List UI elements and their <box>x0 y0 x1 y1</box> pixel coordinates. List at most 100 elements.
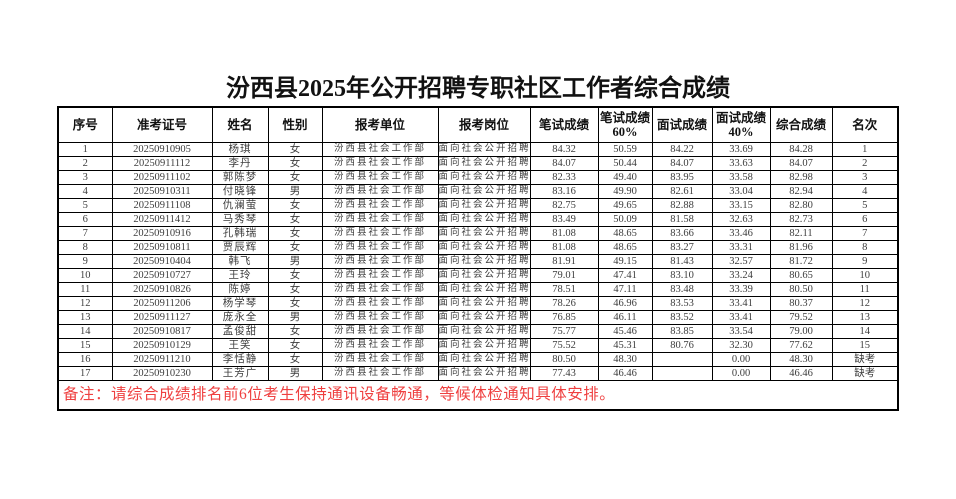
cell-position: 面向社会公开招聘 <box>437 198 531 213</box>
cell-name: 杨琪 <box>211 142 269 157</box>
table-row: 7 20250910916 孔韩瑞女汾西县社会工作部 面向社会公开招聘 81.08 48.… <box>57 226 899 241</box>
cell-unit: 汾西县社会工作部 <box>321 324 439 339</box>
cell-name: 王笑 <box>211 338 269 353</box>
cell-position: 面向社会公开招聘 <box>437 366 531 381</box>
cell-ticket-number: 20250911210 <box>111 352 213 367</box>
cell-rank: 5 <box>831 198 899 213</box>
table-row: 14 20250910817 孟俊甜女汾西县社会工作部 面向社会公开招聘 75.77 45… <box>57 324 899 339</box>
cell-name: 孟俊甜 <box>211 324 269 339</box>
table-row: 16 20250911210 李恬静女汾西县社会工作部 面向社会公开招聘 80.50 48… <box>57 352 899 367</box>
cell-interview-score: 84.22 <box>651 142 713 157</box>
cell-rank: 2 <box>831 156 899 171</box>
cell-seq: 13 <box>57 310 113 325</box>
cell-name: 李丹 <box>211 156 269 171</box>
cell-interview-score: 81.58 <box>651 212 713 227</box>
cell-rank: 8 <box>831 240 899 255</box>
cell-name: 马秀琴 <box>211 212 269 227</box>
cell-written-score-60: 48.65 <box>597 240 653 255</box>
cell-interview-score: 83.85 <box>651 324 713 339</box>
cell-comprehensive-score: 80.37 <box>769 296 833 311</box>
cell-comprehensive-score: 81.96 <box>769 240 833 255</box>
cell-comprehensive-score: 46.46 <box>769 366 833 381</box>
cell-rank: 1 <box>831 142 899 157</box>
cell-interview-score-40: 33.54 <box>711 324 771 339</box>
cell-written-score-60: 49.90 <box>597 184 653 199</box>
cell-name: 庞永全 <box>211 310 269 325</box>
cell-ticket-number: 20250911127 <box>111 310 213 325</box>
cell-interview-score <box>651 366 713 381</box>
cell-interview-score-40: 33.41 <box>711 296 771 311</box>
cell-name: 杨学琴 <box>211 296 269 311</box>
header-seq: 序号 <box>57 106 113 143</box>
cell-written-score: 84.32 <box>529 142 599 157</box>
cell-interview-score-40: 33.41 <box>711 310 771 325</box>
cell-rank: 缺考 <box>831 352 899 367</box>
cell-interview-score: 83.52 <box>651 310 713 325</box>
cell-position: 面向社会公开招聘 <box>437 240 531 255</box>
cell-interview-score: 83.66 <box>651 226 713 241</box>
table-row: 13 20250911127 庞永全男汾西县社会工作部 面向社会公开招聘 76.85 46… <box>57 310 899 325</box>
cell-ticket-number: 20250910129 <box>111 338 213 353</box>
cell-gender: 女 <box>267 156 323 171</box>
header-name: 姓名 <box>211 106 269 143</box>
cell-comprehensive-score: 84.07 <box>769 156 833 171</box>
table-row: 2 20250911112 李丹女汾西县社会工作部 面向社会公开招聘 84.07 50.4… <box>57 156 899 171</box>
cell-unit: 汾西县社会工作部 <box>321 254 439 269</box>
cell-position: 面向社会公开招聘 <box>437 142 531 157</box>
cell-unit: 汾西县社会工作部 <box>321 338 439 353</box>
cell-written-score: 76.85 <box>529 310 599 325</box>
cell-seq: 17 <box>57 366 113 381</box>
cell-gender: 女 <box>267 212 323 227</box>
cell-comprehensive-score: 48.30 <box>769 352 833 367</box>
cell-interview-score: 84.07 <box>651 156 713 171</box>
cell-comprehensive-score: 82.94 <box>769 184 833 199</box>
table-row: 15 20250910129 王笑女汾西县社会工作部 面向社会公开招聘 75.52 45.… <box>57 338 899 353</box>
cell-interview-score-40: 32.57 <box>711 254 771 269</box>
cell-name: 郭陈梦 <box>211 170 269 185</box>
cell-seq: 3 <box>57 170 113 185</box>
cell-interview-score <box>651 352 713 367</box>
cell-interview-score-40: 33.58 <box>711 170 771 185</box>
cell-name: 陈婷 <box>211 282 269 297</box>
cell-comprehensive-score: 77.62 <box>769 338 833 353</box>
cell-rank: 12 <box>831 296 899 311</box>
cell-unit: 汾西县社会工作部 <box>321 282 439 297</box>
cell-position: 面向社会公开招聘 <box>437 226 531 241</box>
cell-interview-score-40: 0.00 <box>711 366 771 381</box>
cell-written-score-60: 45.31 <box>597 338 653 353</box>
header-gender: 性别 <box>267 106 323 143</box>
cell-interview-score-40: 33.04 <box>711 184 771 199</box>
cell-position: 面向社会公开招聘 <box>437 170 531 185</box>
cell-seq: 14 <box>57 324 113 339</box>
cell-interview-score-40: 33.15 <box>711 198 771 213</box>
cell-ticket-number: 20250911102 <box>111 170 213 185</box>
cell-unit: 汾西县社会工作部 <box>321 212 439 227</box>
cell-position: 面向社会公开招聘 <box>437 212 531 227</box>
cell-interview-score: 82.88 <box>651 198 713 213</box>
cell-unit: 汾西县社会工作部 <box>321 240 439 255</box>
cell-comprehensive-score: 82.73 <box>769 212 833 227</box>
cell-unit: 汾西县社会工作部 <box>321 184 439 199</box>
cell-written-score: 78.51 <box>529 282 599 297</box>
header-comprehensive-score: 综合成绩 <box>769 106 833 143</box>
cell-written-score: 83.49 <box>529 212 599 227</box>
cell-written-score-60: 48.65 <box>597 226 653 241</box>
cell-ticket-number: 20250911206 <box>111 296 213 311</box>
cell-unit: 汾西县社会工作部 <box>321 366 439 381</box>
cell-name: 王芳广 <box>211 366 269 381</box>
header-interview-score-40: 面试成绩40% <box>711 106 771 143</box>
table-row: 10 20250910727 王玲女汾西县社会工作部 面向社会公开招聘 79.01 47.… <box>57 268 899 283</box>
cell-comprehensive-score: 81.72 <box>769 254 833 269</box>
cell-name: 贾辰辉 <box>211 240 269 255</box>
cell-written-score: 82.33 <box>529 170 599 185</box>
cell-position: 面向社会公开招聘 <box>437 282 531 297</box>
cell-written-score: 84.07 <box>529 156 599 171</box>
cell-gender: 女 <box>267 240 323 255</box>
cell-rank: 缺考 <box>831 366 899 381</box>
cell-comprehensive-score: 79.00 <box>769 324 833 339</box>
cell-unit: 汾西县社会工作部 <box>321 170 439 185</box>
cell-ticket-number: 20250910727 <box>111 268 213 283</box>
cell-position: 面向社会公开招聘 <box>437 254 531 269</box>
cell-interview-score: 83.53 <box>651 296 713 311</box>
cell-position: 面向社会公开招聘 <box>437 296 531 311</box>
